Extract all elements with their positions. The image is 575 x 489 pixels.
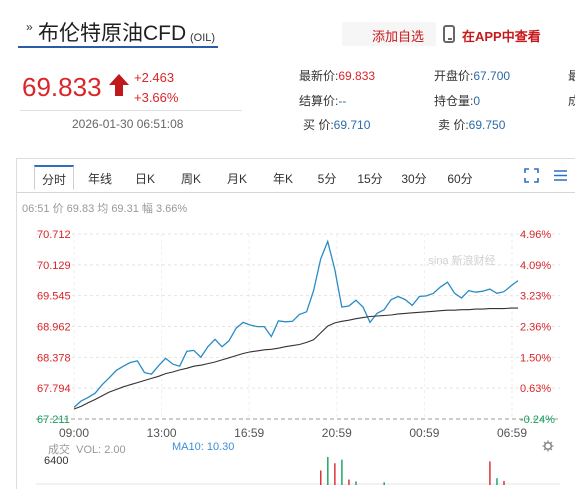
settings-icon[interactable] (542, 440, 554, 452)
y-right-label: -0.24% (520, 414, 555, 426)
tab-5min[interactable]: 5分 (317, 172, 337, 186)
volume-bar (341, 459, 343, 485)
x-tick-label: 00:59 (409, 426, 439, 440)
x-tick-label: 09:00 (59, 426, 89, 440)
stat-label: 卖 价: (438, 118, 469, 132)
x-tick-label: 20:59 (322, 426, 352, 440)
cursor-price-label: 价 (52, 203, 64, 215)
up-arrow-icon (109, 74, 129, 96)
volume-title: 成交 VOL: 2.00 (48, 441, 126, 457)
volume-bar (496, 478, 498, 485)
title-underline (18, 46, 218, 48)
fullscreen-icon[interactable] (524, 168, 539, 183)
y-left-label: 69.545 (37, 291, 71, 303)
volume-bar (320, 470, 322, 485)
tab-intraday[interactable]: 分时 (34, 165, 74, 190)
x-tick-label: 13:00 (147, 426, 177, 440)
volume-bar (334, 463, 336, 485)
stat-label: 开盘价: (434, 69, 474, 83)
x-tick-label: 16:59 (234, 426, 264, 440)
cursor-info: 06:51 价 69.83 均 69.31 幅 3.66% (22, 200, 187, 216)
period-tabs: 分时 年线 日K 周K 月K 年K 5分 15分 30分 60分 (16, 160, 575, 193)
y-right-label: 0.63% (520, 383, 551, 395)
stat-label: 买 价: (303, 118, 334, 132)
y-right-label: 2.36% (520, 322, 551, 334)
average-line (73, 307, 518, 410)
volume-bar (383, 482, 385, 485)
stat-value: 69.710 (333, 118, 371, 132)
volume-label: 成交 (48, 444, 70, 456)
watermark: sina 新浪财经 (428, 253, 495, 267)
stat-value: -- (338, 94, 347, 108)
y-right-label: 4.96% (520, 229, 551, 241)
cursor-range: 3.66% (155, 203, 188, 215)
y-left-label: 70.129 (37, 260, 71, 272)
collapse-icon[interactable]: » (26, 20, 33, 34)
stat-latest: 最新价:69.833 (299, 67, 375, 84)
add-watchlist-button[interactable]: 添加自选 (342, 22, 436, 46)
stat-value: 67.700 (473, 69, 511, 83)
tab-60min[interactable]: 60分 (447, 172, 473, 186)
stat-settle: 结算价:-- (299, 92, 346, 109)
cursor-avg-label: 均 (97, 203, 109, 215)
y-right-label: 3.23% (520, 291, 551, 303)
cursor-range-label: 幅 (141, 203, 153, 215)
x-tick-label: 06:59 (497, 426, 527, 440)
tab-yearly-k[interactable]: 年K (272, 172, 293, 186)
tab-15min[interactable]: 15分 (357, 172, 383, 186)
stat-buy: 买 价:69.710 (303, 116, 370, 133)
y-left-label: 68.378 (37, 352, 71, 364)
stat-sell: 卖 价:69.750 (438, 116, 505, 133)
tab-year-line[interactable]: 年线 (87, 172, 112, 186)
last-price: 69.833 (22, 72, 102, 102)
menu-icon[interactable] (553, 168, 568, 183)
y-left-label: 67.794 (37, 383, 71, 395)
price-line (73, 239, 519, 408)
stat-label: 最新价: (299, 69, 339, 83)
y-right-label: 1.50% (520, 352, 551, 364)
volume-bar (489, 461, 491, 485)
change-percent: +3.66% (134, 90, 179, 105)
cursor-avg: 69.31 (111, 203, 139, 215)
volume-bar (355, 481, 357, 485)
stat-cut-label: 最 (568, 69, 575, 83)
quote-time: 2026-01-30 06:51:08 (72, 117, 184, 131)
y-left-label: 70.712 (37, 229, 71, 241)
y-left-label: 67.211 (37, 414, 70, 426)
stat-value: 69.750 (468, 118, 506, 132)
instrument-code: (OIL) (190, 32, 216, 44)
stat-open: 开盘价:67.700 (434, 67, 510, 84)
add-watchlist-label: 添加自选 (372, 29, 425, 44)
view-in-app-link[interactable]: 在APP中查看 (462, 29, 541, 44)
stat-cut-label: 成 (568, 94, 575, 108)
stat-open-interest: 持仓量:0 (434, 92, 480, 109)
chart-panel (16, 158, 575, 489)
y-right-label: 4.09% (520, 260, 551, 272)
stat-value: 0 (473, 94, 481, 108)
instrument-title: 布伦特原油CFD (38, 22, 187, 45)
divider (20, 110, 242, 111)
cursor-price: 69.83 (66, 203, 95, 215)
tab-30min[interactable]: 30分 (401, 172, 427, 186)
stat-value: 69.833 (338, 69, 376, 83)
stat-label: 结算价: (299, 94, 339, 108)
tab-weekly-k[interactable]: 周K (180, 172, 201, 186)
volume-value: VOL: 2.00 (76, 444, 126, 456)
title-row: » 布伦特原油CFD (OIL) 添加自选 在APP中查看 (0, 0, 575, 48)
volume-max-label: 6400 (44, 455, 69, 467)
cursor-time: 06:51 (22, 203, 50, 215)
intraday-chart[interactable]: 70.712 4.96% 70.129 4.09% 69.545 3.23% 68.962 2… (0, 220, 575, 485)
stat-label: 持仓量: (434, 94, 474, 108)
y-left-label: 68.962 (37, 322, 71, 334)
volume-ma: MA10: 10.30 (172, 441, 235, 453)
volume-bar (327, 456, 329, 485)
phone-icon[interactable] (443, 25, 455, 43)
tab-daily-k[interactable]: 日K (134, 172, 155, 186)
tab-monthly-k[interactable]: 月K (226, 172, 247, 186)
volume-bar (503, 480, 505, 485)
volume-bar (348, 479, 350, 485)
change-amount: +2.463 (134, 70, 175, 85)
